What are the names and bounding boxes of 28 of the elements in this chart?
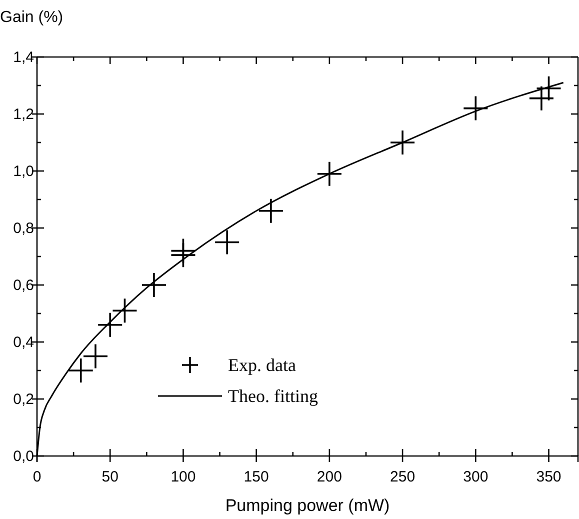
y-tick-label: 1,4 xyxy=(13,48,34,66)
y-tick-label: 0,2 xyxy=(13,390,34,408)
point xyxy=(258,198,283,223)
point xyxy=(317,162,342,186)
y-tick-label: 0,8 xyxy=(13,220,34,237)
point xyxy=(142,273,166,297)
x-axis-title: Pumping power (mW) xyxy=(225,496,390,515)
x-tick-label: 300 xyxy=(463,468,488,486)
x-tick-label: 100 xyxy=(170,468,196,486)
point xyxy=(215,230,240,254)
x-tick-label: 350 xyxy=(536,468,562,486)
x-tick-label: 0 xyxy=(32,468,42,486)
point xyxy=(98,312,122,337)
x-tick-label: 200 xyxy=(316,468,342,486)
x-tick-label: 150 xyxy=(244,468,269,486)
point xyxy=(390,130,415,154)
y-tick-label: 0,4 xyxy=(13,334,34,351)
legend-label: Theo. fitting xyxy=(228,386,318,406)
point xyxy=(68,358,93,382)
y-tick-label: 1,2 xyxy=(13,106,34,123)
legend-label: Exp. data xyxy=(228,355,296,375)
y-tick-label: 1,0 xyxy=(13,162,34,180)
x-tick-label: 50 xyxy=(102,468,118,486)
y-tick-label: 0,0 xyxy=(13,448,34,465)
point xyxy=(83,344,108,368)
x-tick-label: 250 xyxy=(390,468,416,486)
y-tick-label: 0,6 xyxy=(13,276,34,294)
y-axis-title: Gain (%) xyxy=(0,9,64,26)
